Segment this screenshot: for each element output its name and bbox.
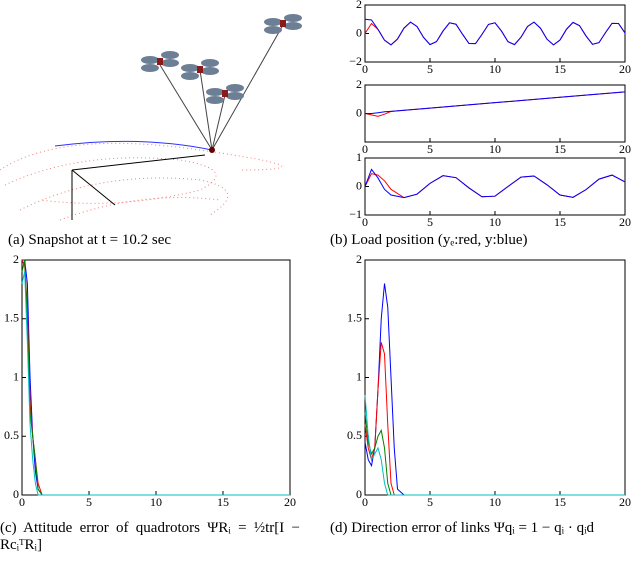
series-line: [364, 283, 625, 496]
series-line: [364, 173, 626, 199]
y-tick-label: 0: [356, 105, 362, 119]
x-tick-label: 10: [150, 495, 162, 509]
frame-axis: [71, 154, 206, 171]
plot-frame: [21, 259, 291, 496]
plot-frame: [364, 157, 626, 216]
y-tick-label: −1: [349, 207, 362, 221]
trajectory: [4, 157, 217, 204]
x-tick-label: 15: [554, 62, 566, 76]
y-tick-label: 0.5: [4, 428, 19, 442]
load-path: [54, 140, 213, 151]
series-line: [364, 395, 625, 496]
y-tick-label: 1: [356, 369, 362, 383]
x-tick-label: 20: [284, 495, 296, 509]
x-tick-label: 0: [362, 62, 368, 76]
x-tick-label: 20: [619, 495, 631, 509]
x-tick-label: 10: [489, 495, 501, 509]
y-tick-label: 0.5: [347, 428, 362, 442]
x-tick-label: 5: [427, 142, 433, 156]
y-tick-label: 0: [13, 487, 19, 501]
frame-axis: [71, 169, 116, 206]
x-tick-label: 5: [427, 62, 433, 76]
y-tick-label: −2: [349, 54, 362, 68]
x-tick-label: 15: [554, 495, 566, 509]
link: [211, 24, 284, 151]
trajectory: [59, 197, 221, 221]
x-tick-label: 5: [427, 495, 433, 509]
x-tick-label: 10: [489, 142, 501, 156]
x-tick-label: 0: [19, 495, 25, 509]
x-tick-label: 10: [489, 62, 501, 76]
series-line: [364, 412, 625, 496]
y-tick-label: 2: [356, 77, 362, 91]
caption: (d) Direction error of links Ψqᵢ = 1 − q…: [330, 520, 595, 536]
x-tick-label: 0: [362, 215, 368, 229]
caption: (c) Attitude error of quadrotors ΨRᵢ = ½…: [0, 520, 300, 553]
plot-frame: [364, 259, 626, 496]
x-tick-label: 5: [427, 215, 433, 229]
x-tick-label: 20: [619, 62, 631, 76]
y-tick-label: 1.5: [4, 311, 19, 325]
series-line: [21, 259, 290, 496]
y-tick-label: 1.5: [347, 311, 362, 325]
series-line: [22, 259, 290, 496]
trajectory: [0, 142, 283, 171]
link: [199, 69, 213, 151]
link: [159, 64, 213, 151]
x-tick-label: 10: [489, 215, 501, 229]
series-line: [21, 271, 290, 496]
x-tick-label: 0: [362, 495, 368, 509]
series-line: [365, 91, 626, 114]
plot-frame: [364, 4, 626, 63]
series-line: [364, 18, 626, 46]
series-line: [364, 168, 626, 199]
y-tick-label: 0: [356, 178, 362, 192]
caption: (b) Load position (yₑ:red, y:blue): [330, 232, 528, 248]
y-tick-label: 2: [356, 252, 362, 266]
y-tick-label: 1: [13, 369, 19, 383]
x-tick-label: 5: [86, 495, 92, 509]
series-line: [364, 21, 626, 46]
quadrotors: [141, 14, 302, 104]
y-tick-label: 0: [356, 25, 362, 39]
y-tick-label: 2: [356, 0, 362, 11]
plot-frame: [364, 84, 626, 143]
caption: (a) Snapshot at t = 10.2 sec: [8, 232, 172, 248]
link: [211, 94, 226, 151]
trajectory: [19, 177, 229, 216]
series-line: [21, 259, 290, 496]
x-tick-label: 20: [619, 142, 631, 156]
y-tick-label: 2: [13, 252, 19, 266]
snapshot: [0, 14, 302, 221]
x-tick-label: 15: [554, 215, 566, 229]
y-tick-label: 0: [356, 487, 362, 501]
x-tick-label: 20: [619, 215, 631, 229]
x-tick-label: 0: [362, 142, 368, 156]
y-tick-label: 1: [356, 150, 362, 164]
x-tick-label: 15: [217, 495, 229, 509]
load: [209, 147, 215, 153]
x-tick-label: 15: [554, 142, 566, 156]
series-line: [364, 342, 625, 496]
